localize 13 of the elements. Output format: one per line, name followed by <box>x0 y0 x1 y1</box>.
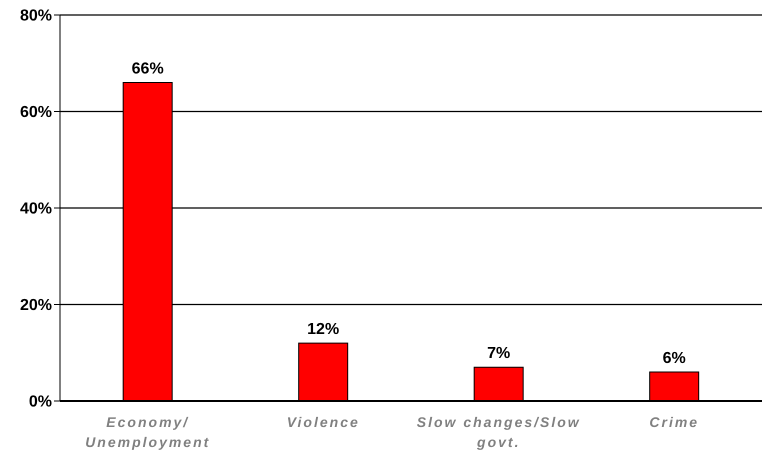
data-label: 7% <box>487 345 510 362</box>
y-tick-label: 20% <box>20 297 52 314</box>
data-label: 12% <box>307 321 340 338</box>
x-tick-label: Violence <box>286 414 360 430</box>
x-tick-label: Crime <box>649 414 700 430</box>
data-label: 66% <box>132 60 164 78</box>
y-tick-label: 0% <box>28 394 52 411</box>
y-tick-label: 60% <box>20 104 52 122</box>
y-tick-label: 80% <box>20 8 52 25</box>
x-tick-label: Economy/ Unemployment <box>85 414 210 450</box>
x-tick-label: Slow changes/Slow govt. <box>416 414 581 450</box>
data-label: 6% <box>662 350 686 368</box>
y-tick-label: 40% <box>20 200 52 218</box>
